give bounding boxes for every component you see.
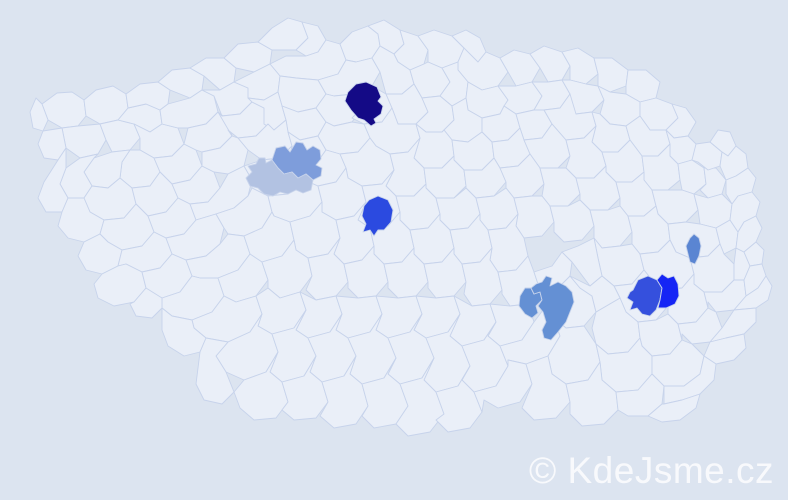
district[interactable] [224, 42, 272, 72]
highlighted-district-blansko[interactable] [531, 276, 574, 340]
district[interactable] [590, 206, 632, 248]
highlighted-district-benesov[interactable] [362, 196, 393, 236]
district[interactable] [158, 68, 204, 98]
highlighted-district-jesenik[interactable] [686, 234, 701, 264]
district[interactable] [62, 124, 106, 158]
district[interactable] [464, 158, 506, 198]
district[interactable] [562, 238, 602, 286]
district[interactable] [42, 92, 86, 128]
district[interactable] [550, 200, 594, 242]
highlighted-district-zdar[interactable] [519, 288, 542, 318]
highlighted-district-group [246, 82, 701, 340]
district[interactable] [744, 242, 764, 266]
district[interactable] [196, 338, 234, 404]
district[interactable] [500, 50, 540, 86]
watermark-kdejsme: © KdeJsme.cz [528, 450, 774, 491]
district[interactable] [190, 58, 236, 90]
district[interactable] [616, 374, 664, 416]
district[interactable] [648, 394, 700, 422]
district[interactable] [540, 168, 580, 206]
district[interactable] [736, 216, 762, 252]
highlighted-district-kladno[interactable] [246, 158, 313, 196]
district[interactable] [562, 48, 598, 84]
district[interactable] [530, 46, 570, 82]
district[interactable] [678, 160, 706, 194]
district[interactable] [570, 276, 620, 312]
highlighted-district-mlada-boleslav[interactable] [345, 82, 383, 126]
highlighted-district-prostejov[interactable] [627, 276, 662, 316]
district[interactable] [130, 288, 162, 318]
district[interactable] [522, 356, 570, 420]
district[interactable] [704, 334, 746, 364]
base-district-group [30, 18, 772, 436]
highlighted-district-olomouc[interactable] [657, 274, 679, 308]
district[interactable] [500, 154, 544, 198]
district[interactable] [594, 58, 628, 92]
